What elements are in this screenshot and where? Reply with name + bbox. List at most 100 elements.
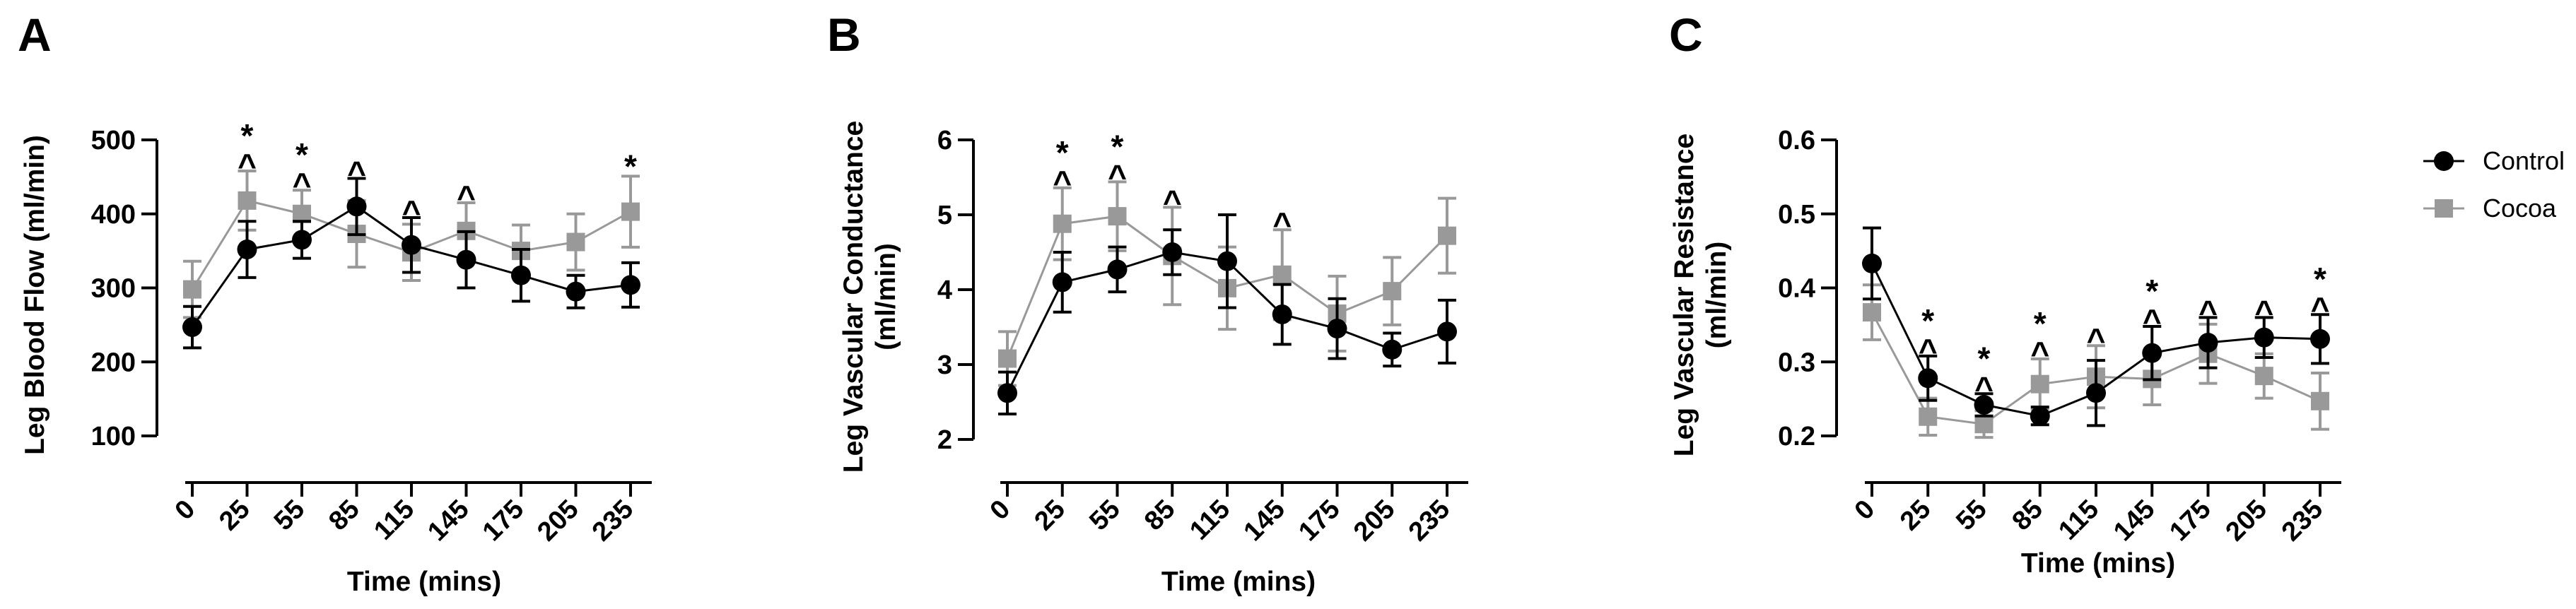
data-point-control — [1272, 304, 1292, 324]
y-axis-title-line: (ml/min) — [871, 243, 901, 350]
data-point-control — [237, 240, 257, 260]
significance-marker: ^ — [2143, 302, 2162, 339]
data-point-control — [292, 230, 312, 250]
x-tick-label: 0 — [170, 495, 201, 526]
y-axis-title-line: Leg Vascular Conductance — [838, 121, 869, 473]
significance-marker: ^ — [1974, 369, 1994, 406]
data-point-control — [2198, 333, 2218, 353]
significance-marker: ^ — [2311, 290, 2330, 327]
significance-marker: * — [2314, 261, 2326, 297]
data-point-control — [1052, 272, 1072, 292]
data-point-cocoa — [1919, 407, 1938, 426]
x-tick-label: 175 — [1293, 495, 1346, 548]
x-tick-label: 55 — [1950, 495, 1993, 537]
significance-marker: ^ — [2087, 321, 2106, 358]
significance-marker: ^ — [1108, 158, 1127, 194]
data-point-control — [2142, 343, 2162, 363]
y-tick-label: 0.3 — [1778, 348, 1815, 377]
legend-label-control: Control — [2483, 146, 2565, 175]
y-axis-title: Leg Vascular Resistance(ml/min) — [1669, 134, 1732, 456]
x-tick-label: 115 — [368, 495, 420, 546]
data-point-control — [566, 281, 586, 302]
legend-label-cocoa: Cocoa — [2483, 194, 2557, 223]
y-tick-label: 0.2 — [1778, 422, 1815, 451]
significance-marker: ^ — [457, 179, 476, 215]
data-point-control — [456, 249, 476, 270]
significance-marker: ^ — [402, 194, 421, 230]
data-point-cocoa — [1438, 226, 1456, 245]
data-point-control — [346, 196, 367, 217]
data-point-cocoa — [566, 232, 585, 252]
significance-marker: ^ — [238, 147, 257, 184]
data-point-control — [402, 235, 421, 255]
legend-marker-control — [2434, 151, 2454, 171]
y-tick-label: 6 — [937, 126, 952, 155]
y-tick-label: 2 — [937, 425, 952, 455]
data-point-cocoa — [183, 280, 201, 299]
significance-marker: ^ — [1053, 164, 1072, 201]
x-axis-title: Time (mins) — [347, 567, 501, 597]
x-tick-label: 55 — [269, 495, 311, 537]
data-point-control — [511, 265, 531, 285]
x-tick-label: 55 — [1084, 495, 1126, 537]
x-tick-label: 85 — [1139, 495, 1181, 537]
significance-marker: * — [1978, 340, 1991, 377]
data-point-control — [1918, 368, 1938, 389]
data-point-cocoa — [2254, 367, 2273, 386]
x-tick-label: 145 — [2108, 495, 2161, 548]
y-tick-label: 300 — [91, 274, 136, 304]
significance-marker: ^ — [1163, 183, 1182, 220]
x-axis-title: Time (mins) — [1161, 567, 1316, 597]
x-tick-label: 115 — [1184, 495, 1236, 546]
panel-letter: A — [18, 8, 52, 61]
y-tick-label: 100 — [91, 422, 136, 451]
x-tick-label: 145 — [422, 495, 475, 548]
significance-marker: * — [295, 136, 308, 173]
y-tick-label: 200 — [91, 348, 136, 377]
data-point-cocoa — [2030, 374, 2049, 394]
significance-marker: ^ — [2254, 293, 2273, 330]
data-point-cocoa — [238, 191, 257, 210]
data-point-control — [1437, 321, 1457, 342]
significance-marker: * — [1111, 128, 1124, 165]
x-tick-label: 175 — [477, 495, 530, 548]
y-tick-label: 0.6 — [1778, 126, 1815, 155]
x-tick-label: 85 — [2007, 495, 2049, 537]
data-point-cocoa — [2311, 391, 2329, 410]
panel-letter: B — [827, 8, 861, 61]
data-point-cocoa — [1974, 415, 1994, 434]
panel-letter: C — [1669, 8, 1703, 61]
significance-marker: * — [2034, 305, 2047, 342]
data-point-control — [2254, 327, 2274, 348]
data-point-cocoa — [1383, 282, 1402, 301]
data-point-cocoa — [1108, 207, 1127, 226]
data-point-control — [1107, 259, 1128, 280]
y-axis-title-line: (ml/min) — [1702, 242, 1732, 349]
x-tick-label: 205 — [532, 495, 585, 548]
x-tick-label: 0 — [985, 495, 1017, 526]
x-tick-label: 205 — [1348, 495, 1401, 548]
y-tick-label: 0.5 — [1778, 200, 1815, 230]
significance-marker: * — [1056, 134, 1069, 171]
panel-c: C 0.2 0.3 0.4 0.5 0.6 0 25 55 85 115 145 175 205 235 Ti… — [1669, 8, 2341, 579]
data-point-control — [182, 317, 202, 338]
y-axis-title: Leg Blood Flow (ml/min) — [20, 135, 50, 455]
data-point-cocoa — [1863, 303, 1881, 322]
data-point-cocoa — [1272, 265, 1292, 284]
x-tick-label: 235 — [587, 495, 640, 548]
x-tick-label: 235 — [2276, 495, 2329, 548]
x-tick-label: 115 — [2053, 495, 2104, 546]
data-point-control — [1862, 253, 1882, 273]
significance-marker: ^ — [347, 154, 366, 191]
panel-b: B 2 3 4 5 6 0 25 55 85 115 145 175 205 235 Time (mins) L… — [827, 8, 1468, 597]
data-point-control — [2030, 406, 2050, 426]
data-point-control — [1974, 395, 1994, 415]
significance-marker: * — [2145, 273, 2158, 309]
y-tick-label: 5 — [937, 201, 952, 230]
x-tick-label: 25 — [213, 495, 256, 537]
data-point-cocoa — [621, 202, 640, 221]
x-tick-label: 85 — [323, 495, 365, 537]
data-point-cocoa — [1053, 214, 1072, 233]
x-axis-title: Time (mins) — [2021, 548, 2175, 579]
